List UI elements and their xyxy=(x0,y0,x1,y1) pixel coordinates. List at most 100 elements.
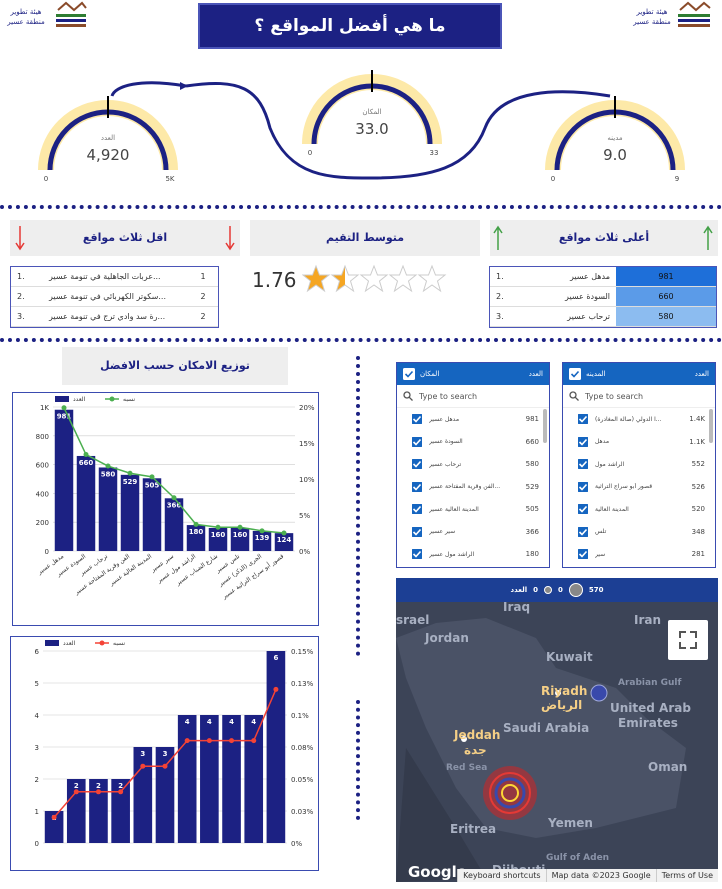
item-name: مدهل xyxy=(595,438,610,446)
footer-link[interactable]: Keyboard shortcuts xyxy=(457,869,545,882)
map[interactable]: Iraq srael Jordan Kuwait Riyadh الرياض Saudi A… xyxy=(396,578,718,882)
filter-item[interactable]: الراشد مول 552 xyxy=(563,453,715,476)
item-count: 526 xyxy=(691,482,705,491)
table-row: 1. ...عربات الجاهلية في تنومة عسير 1 xyxy=(11,267,218,287)
bar xyxy=(120,474,140,551)
checkbox[interactable] xyxy=(577,480,589,493)
search-box[interactable]: Type to search xyxy=(563,385,715,408)
filter-item[interactable]: المدينة العالية عسير 505 xyxy=(397,498,549,521)
y-tick-label: 6 xyxy=(35,648,40,656)
item-count: 348 xyxy=(691,527,705,536)
value-label: 4 xyxy=(251,718,256,726)
checkbox[interactable] xyxy=(577,503,589,516)
item-count: 505 xyxy=(525,505,539,514)
gauge-max: 9 xyxy=(675,175,679,183)
map-label: Iran xyxy=(634,613,662,627)
checkbox[interactable] xyxy=(577,413,589,426)
filter-panel: المكان العدد Type to search مدهل عسير 981 الس… xyxy=(396,362,550,568)
item-count: 281 xyxy=(691,550,705,559)
item-name: ترحاب عسير xyxy=(429,460,462,468)
filter-item[interactable]: مدهل عسير 981 xyxy=(397,408,549,431)
y-tick-label: 800 xyxy=(36,433,49,441)
item-name: المدينة العالية xyxy=(595,505,629,513)
legend-point xyxy=(109,396,115,402)
checkbox[interactable] xyxy=(411,548,423,561)
bar xyxy=(208,527,228,551)
bar xyxy=(76,455,96,551)
filter-item[interactable]: السودة عسير 660 xyxy=(397,431,549,454)
filter-item[interactable]: سير 281 xyxy=(563,543,715,566)
point xyxy=(184,738,190,744)
checkbox[interactable] xyxy=(403,368,415,380)
row-count: 660 xyxy=(616,287,716,306)
gauge-value: 9.0 xyxy=(603,146,627,164)
map-label: Iraq xyxy=(503,600,531,614)
value-label: 124 xyxy=(277,536,292,544)
filter-item[interactable]: ...الفن وقرية المفتاحة عسير 529 xyxy=(397,476,549,499)
value-label: 2 xyxy=(74,782,79,790)
filter-item[interactable]: ...ا الدولي (صالة المغادرة) 1.4K xyxy=(563,408,715,431)
filter-item[interactable]: المدينة العالية 520 xyxy=(563,498,715,521)
checkbox[interactable] xyxy=(577,435,589,448)
filter-item[interactable]: ترحاب عسير 580 xyxy=(397,453,549,476)
point xyxy=(162,763,168,769)
footer-link[interactable]: Map data ©2023 Google xyxy=(545,869,656,882)
bar xyxy=(186,525,206,551)
y2-tick-label: 0.13% xyxy=(291,680,314,688)
legend-label: العدد xyxy=(63,640,76,647)
y2-tick-label: 20% xyxy=(299,404,315,412)
gauge-max: 5K xyxy=(165,175,174,183)
checkbox[interactable] xyxy=(577,525,589,538)
map-label: Gulf of Aden xyxy=(546,853,610,863)
value-label: 139 xyxy=(255,534,270,542)
row-count: 2 xyxy=(200,312,206,321)
filter-title: المدينه xyxy=(586,370,606,378)
row-name: ترحاب عسير xyxy=(567,312,610,321)
checkbox[interactable] xyxy=(569,368,581,380)
value-label: 3 xyxy=(140,750,145,758)
point xyxy=(127,470,133,476)
fullscreen-button[interactable] xyxy=(668,620,708,660)
checkbox[interactable] xyxy=(411,480,423,493)
bar xyxy=(274,533,294,551)
item-name: مدهل عسير xyxy=(429,415,460,423)
legend-point xyxy=(99,640,105,646)
chart-title: توزيع الامكان حسب الافضل xyxy=(62,347,288,385)
map-label: Jordan xyxy=(425,631,469,645)
table-row: 2. السودة عسير 660 xyxy=(490,287,716,307)
filter-item[interactable]: تلس 348 xyxy=(563,521,715,544)
gauge-value: 4,920 xyxy=(87,146,130,164)
item-count: 529 xyxy=(525,482,539,491)
row-name: ...سكوتر الكهربائي في تنومة عسير xyxy=(49,292,167,301)
checkbox[interactable] xyxy=(577,548,589,561)
row-count: 580 xyxy=(616,307,716,326)
chart-frame: 01234560%0.03%0.05%0.08%0.1%0.13%0.15%12… xyxy=(10,636,319,871)
checkbox[interactable] xyxy=(411,525,423,538)
checkbox[interactable] xyxy=(411,503,423,516)
logo-right: هيئة تطوير منطقة عسير xyxy=(632,1,711,27)
checkbox[interactable] xyxy=(411,458,423,471)
point xyxy=(73,789,79,795)
item-name: سير xyxy=(595,550,606,558)
filter-item[interactable]: مدهل 1.1K xyxy=(563,431,715,454)
search-box[interactable]: Type to search xyxy=(397,385,549,408)
filter-item[interactable]: الراشد مول عسير 180 xyxy=(397,543,549,566)
gauge-value: 33.0 xyxy=(355,120,388,138)
y-tick-label: 2 xyxy=(35,776,39,784)
filter-item[interactable]: قصور أبو سراج التراثية 526 xyxy=(563,476,715,499)
gauge-min: 0 xyxy=(44,175,48,183)
footer-link[interactable]: Terms of Use xyxy=(655,869,718,882)
gauge-max: 33 xyxy=(430,149,439,157)
map-label: Arabian Gulf xyxy=(618,678,682,688)
search-placeholder: Type to search xyxy=(585,391,644,401)
bar xyxy=(252,530,272,551)
checkbox[interactable] xyxy=(577,458,589,471)
checkbox[interactable] xyxy=(411,435,423,448)
bar xyxy=(266,651,286,843)
filter-item[interactable]: سير عسير 366 xyxy=(397,521,549,544)
map-label: Emirates xyxy=(618,716,678,730)
point xyxy=(171,495,177,501)
item-name: ...ا الدولي (صالة المغادرة) xyxy=(595,415,662,423)
checkbox[interactable] xyxy=(411,413,423,426)
